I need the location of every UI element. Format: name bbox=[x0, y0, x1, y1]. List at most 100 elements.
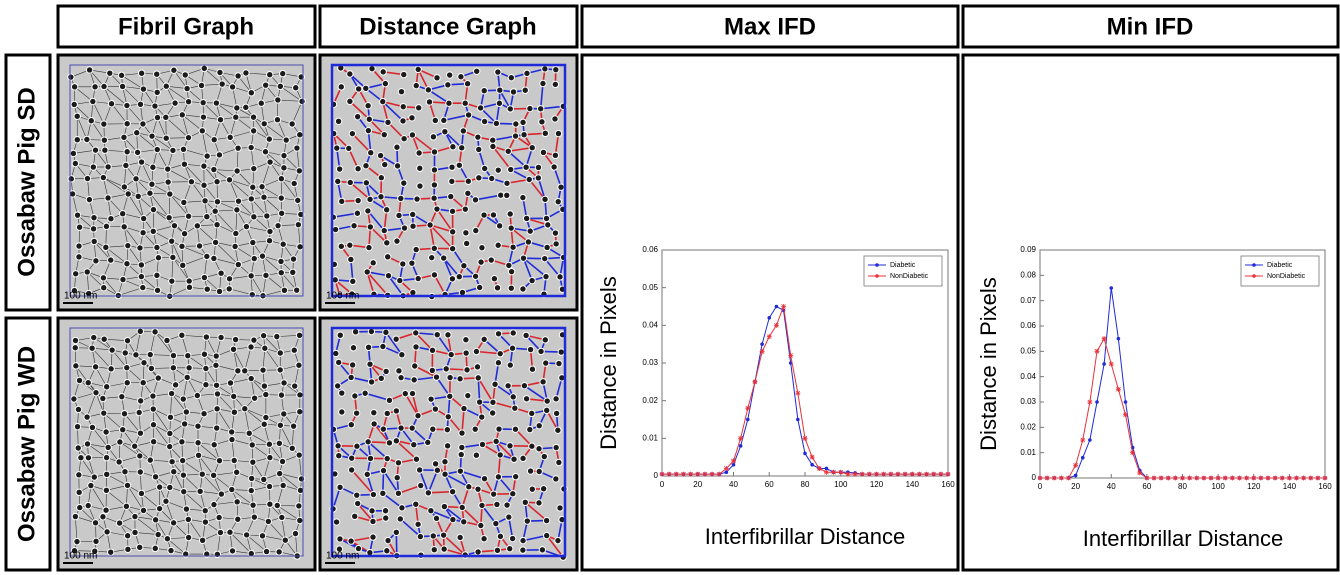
fibril bbox=[398, 350, 406, 359]
fibril bbox=[90, 237, 98, 246]
fibril bbox=[508, 534, 517, 543]
fibril bbox=[526, 425, 534, 434]
fibril bbox=[199, 98, 207, 107]
graph-edge bbox=[398, 484, 422, 495]
fibril bbox=[217, 269, 225, 277]
graph-edge bbox=[229, 179, 253, 188]
fibril bbox=[399, 260, 407, 268]
fibril bbox=[149, 163, 157, 171]
fibril bbox=[503, 179, 511, 187]
fibril bbox=[353, 499, 362, 508]
fibril bbox=[456, 533, 464, 542]
graph-edge bbox=[492, 401, 516, 409]
fibril bbox=[542, 214, 551, 223]
fibril bbox=[292, 84, 300, 92]
legend-marker bbox=[1252, 263, 1256, 267]
graph-edge bbox=[436, 334, 452, 356]
fibril bbox=[261, 148, 270, 156]
graph-edge bbox=[182, 256, 207, 266]
fibril bbox=[75, 488, 83, 497]
fibril bbox=[136, 100, 145, 109]
fibril bbox=[551, 115, 559, 123]
point bbox=[1294, 475, 1299, 481]
fibril bbox=[167, 237, 176, 245]
fibril bbox=[428, 346, 437, 355]
fibril bbox=[381, 507, 390, 515]
fibril bbox=[489, 211, 498, 219]
fibril bbox=[415, 466, 424, 474]
fibril bbox=[509, 393, 517, 401]
fibril bbox=[551, 151, 560, 160]
fibril bbox=[556, 504, 564, 512]
fibril bbox=[535, 422, 543, 430]
fibril bbox=[543, 243, 551, 252]
point bbox=[795, 390, 801, 396]
fibril bbox=[429, 425, 437, 433]
point bbox=[1265, 475, 1271, 481]
fibril bbox=[367, 149, 375, 157]
fibril bbox=[441, 458, 449, 466]
point bbox=[1109, 286, 1114, 290]
graph-edge bbox=[264, 123, 287, 141]
graph-edge bbox=[461, 506, 482, 527]
legend-marker bbox=[1252, 274, 1256, 278]
fibril bbox=[100, 409, 108, 417]
point bbox=[1044, 475, 1050, 481]
fibril bbox=[472, 226, 480, 235]
graph-edge bbox=[141, 493, 160, 509]
fibril bbox=[118, 210, 127, 218]
graph-edge bbox=[475, 194, 501, 201]
fibril bbox=[352, 409, 361, 417]
fibril bbox=[364, 207, 372, 215]
fibril bbox=[87, 117, 95, 125]
fibril bbox=[247, 89, 256, 97]
fibril bbox=[362, 179, 371, 187]
fibril bbox=[83, 135, 91, 144]
fibril bbox=[409, 222, 417, 230]
graph-edge bbox=[395, 440, 417, 460]
fibril bbox=[168, 277, 176, 285]
fibril bbox=[380, 226, 388, 235]
point bbox=[1165, 475, 1171, 481]
fibril bbox=[334, 117, 343, 126]
fibril bbox=[179, 395, 188, 403]
fibril bbox=[462, 336, 470, 344]
fibril bbox=[428, 253, 436, 262]
fibril bbox=[89, 225, 98, 233]
fibril bbox=[444, 331, 452, 339]
graph-edge bbox=[216, 102, 236, 118]
fibril bbox=[213, 221, 221, 229]
fibril bbox=[552, 240, 560, 248]
fibril bbox=[431, 116, 439, 125]
fibril bbox=[394, 459, 403, 467]
fibril bbox=[233, 498, 241, 506]
fibril bbox=[519, 536, 527, 545]
graph-edge bbox=[367, 210, 385, 232]
graph-edge bbox=[197, 225, 216, 243]
fibril bbox=[163, 336, 171, 345]
graph-edge bbox=[411, 393, 419, 416]
fibril bbox=[213, 424, 221, 432]
graph-edge bbox=[155, 519, 168, 539]
graph-edge bbox=[74, 104, 92, 121]
fibril bbox=[247, 486, 255, 495]
point bbox=[1194, 475, 1200, 481]
y-tick-label: 0.02 bbox=[1020, 422, 1036, 431]
fibril bbox=[266, 453, 274, 462]
fibril bbox=[104, 194, 112, 202]
fibril bbox=[430, 244, 439, 253]
graph-edge bbox=[429, 224, 436, 249]
fibril bbox=[212, 381, 221, 389]
graph-edge bbox=[399, 518, 421, 538]
graph-edge bbox=[236, 170, 253, 188]
fibril bbox=[551, 229, 560, 237]
fibril bbox=[408, 259, 416, 267]
scale-bar-label: 100 nm bbox=[326, 291, 359, 302]
fibril bbox=[233, 104, 241, 112]
fibril bbox=[71, 512, 80, 521]
fibril bbox=[524, 238, 533, 246]
fibril bbox=[118, 392, 126, 401]
graph-edge bbox=[182, 114, 203, 132]
graph-edge bbox=[183, 491, 206, 511]
fibril bbox=[136, 429, 145, 437]
